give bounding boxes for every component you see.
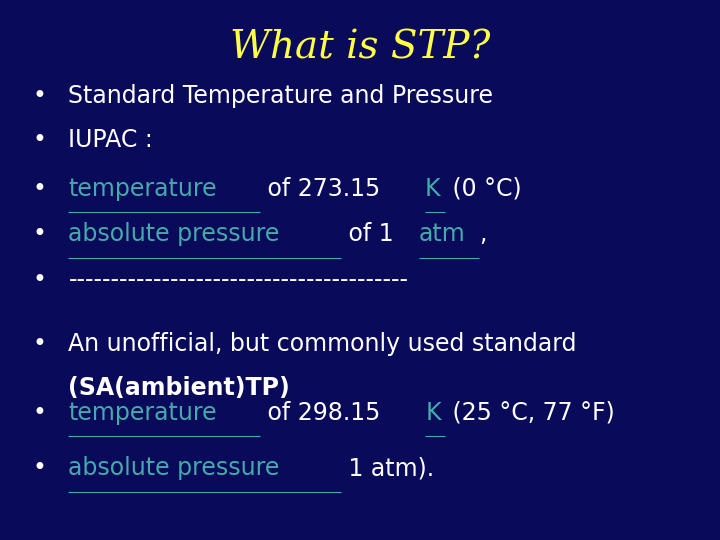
Text: •: • <box>32 177 47 200</box>
Text: of 273.15: of 273.15 <box>260 177 388 200</box>
Text: •: • <box>32 222 47 246</box>
Text: of 1: of 1 <box>341 222 401 246</box>
Text: temperature: temperature <box>68 177 217 200</box>
Text: •: • <box>32 268 47 292</box>
Text: •: • <box>32 332 47 356</box>
Text: IUPAC :: IUPAC : <box>68 128 161 152</box>
Text: ,: , <box>479 222 487 246</box>
Text: •: • <box>32 401 47 424</box>
Text: What is STP?: What is STP? <box>230 30 490 67</box>
Text: •: • <box>32 456 47 480</box>
Text: temperature: temperature <box>68 401 217 424</box>
Text: K: K <box>425 177 441 200</box>
Text: •: • <box>32 128 47 152</box>
Text: ----------------------------------------: ---------------------------------------- <box>68 268 408 292</box>
Text: absolute pressure: absolute pressure <box>68 222 280 246</box>
Text: K: K <box>426 401 441 424</box>
Text: (SA(ambient)TP): (SA(ambient)TP) <box>68 376 290 400</box>
Text: (0 °C): (0 °C) <box>445 177 522 200</box>
Text: •: • <box>32 84 47 107</box>
Text: Standard Temperature and Pressure: Standard Temperature and Pressure <box>68 84 493 107</box>
Text: An unofficial, but commonly used standard: An unofficial, but commonly used standar… <box>68 332 577 356</box>
Text: atm: atm <box>419 222 465 246</box>
Text: (25 °C, 77 °F): (25 °C, 77 °F) <box>446 401 615 424</box>
Text: 1 atm).: 1 atm). <box>341 456 434 480</box>
Text: of 298.15: of 298.15 <box>260 401 388 424</box>
Text: absolute pressure: absolute pressure <box>68 456 280 480</box>
